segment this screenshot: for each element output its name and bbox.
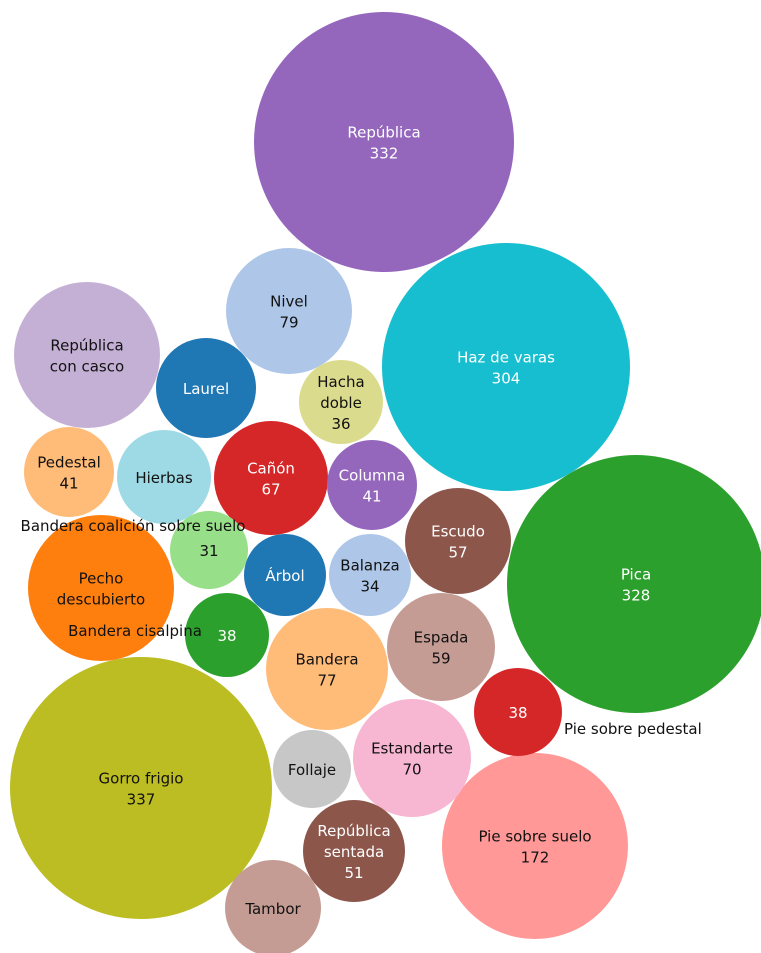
bubble-arbol [244,534,326,616]
bubble-haz-de-varas [382,243,630,491]
bubble-bandera-coalicion-sobre-suelo [170,511,248,589]
bubble-value-haz-de-varas: 304 [492,370,521,388]
bubble-label-republica-sentada: República [317,822,390,840]
bubble-label-bandera: Bandera [295,651,358,669]
bubble-label-nivel: Nivel [270,293,308,311]
bubble-value-nivel: 79 [279,314,298,332]
bubble-value-pie-sobre-suelo: 172 [521,849,550,867]
bubble-value-gorro-frigio: 337 [127,791,156,809]
bubble-value-republica: 332 [370,145,399,163]
bubble-label-espada: Espada [414,629,469,647]
bubble-gorro-frigio [10,657,272,919]
bubble-label-tambor: Tambor [244,900,301,918]
bubble-value-hacha-doble: 36 [331,415,350,433]
bubble-pecho-descubierto [28,515,174,661]
bubble-label-pica: Pica [621,566,651,584]
bubble-label-republica-con-casco: con casco [50,358,124,376]
bubble-canon [214,421,328,535]
bubble-pica [507,455,761,713]
bubble-value-canon: 67 [261,481,280,499]
bubble-label-pie-sobre-pedestal: Pie sobre pedestal [564,720,702,738]
bubble-hierbas [117,430,211,524]
bubble-label-arbol: Árbol [265,566,304,585]
bubble-value-bandera-coalicion-sobre-suelo: 31 [199,542,218,560]
bubble-value-pedestal: 41 [59,475,78,493]
bubble-label-hacha-doble: Hacha [317,373,364,391]
bubble-label-pecho-descubierto: descubierto [57,591,145,609]
bubble-label-columna: Columna [339,467,406,485]
bubble-label-gorro-frigio: Gorro frigio [99,770,184,788]
bubble-label-hacha-doble: doble [320,394,362,412]
bubble-laurel [156,338,256,438]
bubble-value-republica-sentada: 51 [344,864,363,882]
bubble-hacha-doble [299,360,383,444]
bubble-label-republica-sentada: sentada [324,843,384,861]
bubble-value-bandera-cisalpina: 38 [217,627,236,645]
bubble-estandarte [353,699,471,817]
bubble-republica [254,12,514,272]
bubble-pedestal [24,427,114,517]
bubble-label-bandera-cisalpina: Bandera cisalpina [68,622,202,640]
bubble-value-bandera: 77 [317,672,336,690]
bubble-value-pica: 328 [622,587,651,605]
bubble-label-bandera-coalicion-sobre-suelo: Bandera coalición sobre suelo [21,517,246,535]
bubble-label-escudo: Escudo [431,523,485,541]
bubble-escudo [405,488,511,594]
bubble-nivel [226,248,352,374]
bubble-label-republica: República [347,124,420,142]
bubble-tambor [225,860,321,953]
bubble-value-balanza: 34 [360,578,379,596]
bubble-label-follaje: Follaje [288,761,336,779]
bubble-label-hierbas: Hierbas [135,469,193,487]
bubble-follaje [273,730,351,808]
bubble-value-espada: 59 [431,650,450,668]
bubble-label-laurel: Laurel [183,380,229,398]
bubble-espada [387,593,495,701]
bubble-value-columna: 41 [362,488,381,506]
bubble-label-haz-de-varas: Haz de varas [457,349,555,367]
bubble-label-pie-sobre-suelo: Pie sobre suelo [478,828,591,846]
bubble-label-republica-con-casco: República [50,337,123,355]
bubble-label-pedestal: Pedestal [37,454,101,472]
bubble-bandera [266,608,388,730]
bubble-bandera-cisalpina [185,593,269,677]
bubble-value-escudo: 57 [448,544,467,562]
bubble-balanza [329,534,411,616]
bubble-label-pecho-descubierto: Pecho [79,570,124,588]
bubble-value-pie-sobre-pedestal: 38 [508,704,527,722]
bubble-columna [327,440,417,530]
bubble-label-canon: Cañón [247,460,295,478]
bubble-label-balanza: Balanza [340,557,399,575]
bubble-pie-sobre-suelo [442,753,628,939]
bubble-republica-sentada [303,800,405,902]
bubble-pie-sobre-pedestal [474,668,562,756]
bubble-value-estandarte: 70 [402,761,421,779]
bubble-republica-con-casco [14,282,160,428]
bubble-label-estandarte: Estandarte [371,740,453,758]
